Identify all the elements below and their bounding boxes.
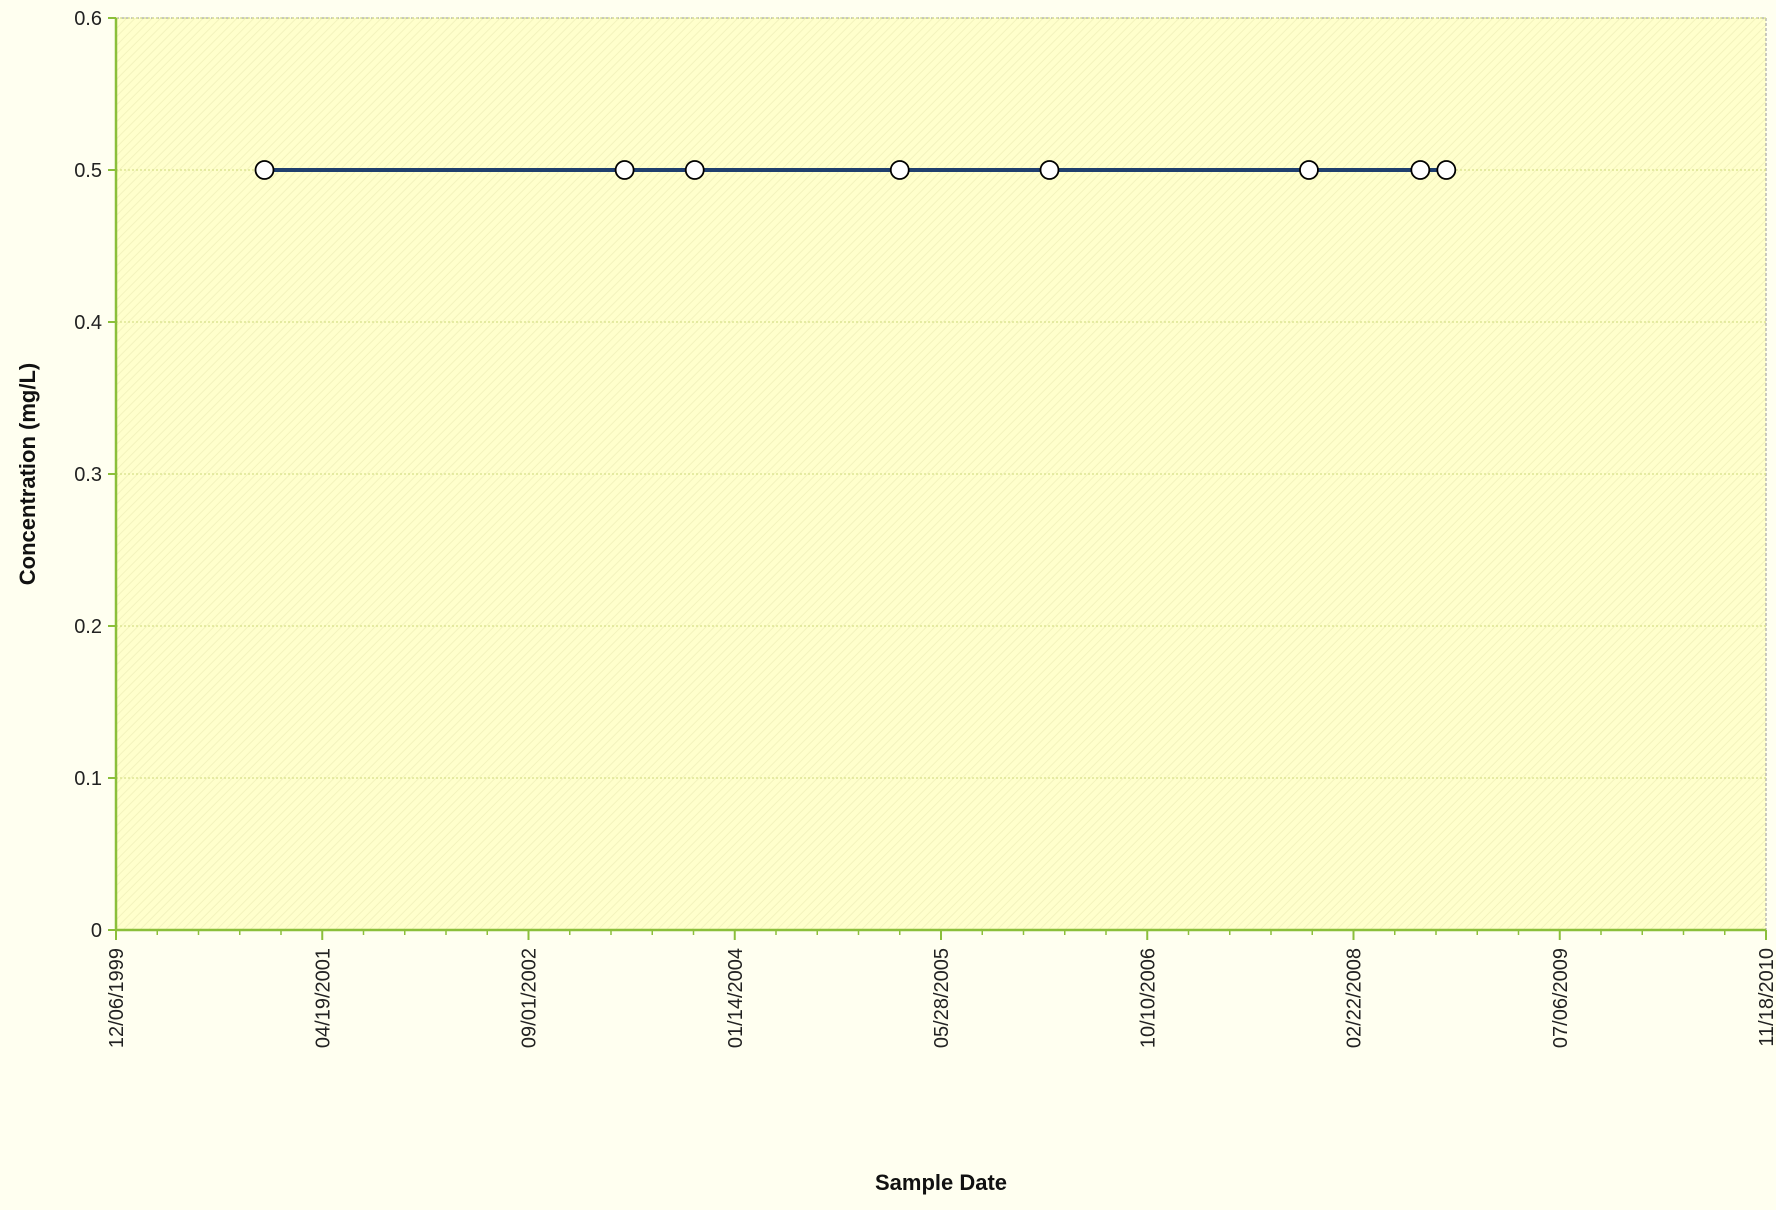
- data-point: [1436, 160, 1457, 180]
- x-tick-label: 09/01/2002: [519, 948, 541, 1048]
- x-tick-label: 07/06/2009: [1550, 948, 1572, 1048]
- x-tick-label: 04/19/2001: [312, 948, 334, 1048]
- data-point: [1299, 160, 1319, 180]
- y-tick-label: 0.4: [74, 312, 102, 334]
- series-layer: [254, 160, 1457, 180]
- data-point: [889, 160, 910, 180]
- x-tick-label: 01/14/2004: [725, 948, 747, 1048]
- y-tick-label: 0.6: [74, 8, 102, 30]
- y-tick-label: 0: [91, 920, 102, 942]
- x-tick-label: 02/22/2008: [1344, 948, 1366, 1048]
- y-tick-label: 0.5: [74, 160, 102, 182]
- data-point: [684, 160, 705, 180]
- y-tick-label: 0.2: [74, 616, 102, 638]
- x-tick-label: 11/18/2010: [1756, 948, 1776, 1047]
- data-point: [614, 160, 635, 180]
- axes: 0 0.1 0.2 0.3 0.4 0.5 0.6 12/06/1999 04/19/2001 0…: [74, 8, 1776, 1048]
- x-tick-label: 12/06/1999: [106, 948, 128, 1048]
- y-tick-label: 0.1: [74, 768, 102, 790]
- data-point: [1410, 160, 1431, 180]
- x-tick-label: 10/10/2006: [1137, 948, 1159, 1048]
- x-axis-title: Sample Date: [875, 1170, 1007, 1195]
- y-tick-label: 0.3: [74, 464, 102, 486]
- y-axis-title: Concentration (mg/L): [15, 363, 40, 585]
- data-point: [254, 160, 275, 180]
- x-tick-label: 05/28/2005: [931, 948, 953, 1048]
- data-point: [1039, 160, 1060, 180]
